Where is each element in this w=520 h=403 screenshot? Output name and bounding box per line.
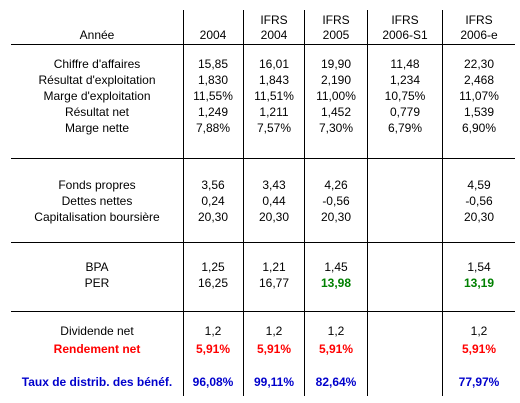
row-label: Capitalisation boursière [34,210,160,224]
column-divider [304,10,305,396]
table-cell: 1,234 [389,73,421,87]
row-label: Résultat d'exploitation [38,73,156,87]
table-cell: 7,88% [195,121,231,135]
table-cell: 20,30 [463,210,495,224]
table-cell: 0,779 [389,105,421,119]
table-cell: 20,30 [320,210,352,224]
table-cell: 82,64% [315,375,357,389]
table-cell: 11,00% [316,89,356,103]
row-label: Dettes nettes [61,194,133,208]
table-cell: 11,55% [193,89,233,103]
row-label-rendement: Rendement net [53,342,141,356]
table-cell: 1,54 [467,260,491,274]
table-cell: 0,44 [262,194,286,208]
column-divider [243,10,244,396]
column-divider [442,10,443,396]
table-cell: 1,45 [324,260,348,274]
table-cell: 1,2 [470,324,488,338]
table-cell: 20,30 [258,210,290,224]
table-cell: 3,43 [262,178,286,192]
header-year-2004-ifrs: 2004 [260,28,288,42]
table-cell: 3,56 [201,178,225,192]
table-cell: 20,30 [197,210,229,224]
header-year-2006-e: 2006-e [460,28,498,42]
row-divider [11,311,515,312]
header-top-ifrs-2006-s1: IFRS [391,13,419,27]
table-cell: 0,24 [201,194,225,208]
row-divider [11,44,515,45]
header-year-2005: 2005 [322,28,350,42]
table-cell: 11,48 [390,57,420,71]
table-cell: 16,25 [197,276,229,290]
row-label-taux-distribution: Taux de distrib. des bénéf. [21,375,173,389]
row-label: BPA [85,260,109,274]
table-cell: 4,59 [467,178,491,192]
row-divider [11,242,515,243]
table-cell: 99,11% [253,375,295,389]
table-cell-highlight: 13,98 [320,276,352,290]
table-cell: 1,21 [262,260,286,274]
table-cell: 2,190 [320,73,352,87]
table-cell: 2,468 [463,73,495,87]
row-divider [11,158,515,159]
table-cell: 22,30 [463,57,495,71]
table-cell-highlight: 13,19 [463,276,495,290]
row-label: Fonds propres [58,178,136,192]
table-cell: 5,91% [318,342,354,356]
table-cell: 6,90% [461,121,497,135]
table-cell: 7,30% [318,121,354,135]
table-cell: 19,90 [320,57,352,71]
table-cell: 16,77 [258,276,290,290]
table-cell: 1,843 [258,73,290,87]
table-cell: 11,51% [254,89,294,103]
table-cell: 1,452 [320,105,352,119]
table-cell: 1,25 [201,260,225,274]
table-cell: 6,79% [387,121,423,135]
table-cell: 1,539 [463,105,495,119]
table-cell: 5,91% [461,342,497,356]
table-cell: -0,56 [322,194,350,208]
header-year-2004: 2004 [199,28,227,42]
header-top-ifrs-2005: IFRS [322,13,350,27]
column-divider [183,10,184,396]
table-cell: 16,01 [258,57,290,71]
header-top-ifrs-2006-e: IFRS [465,13,493,27]
table-cell: 1,249 [197,105,229,119]
row-label: Marge d'exploitation [43,89,151,103]
table-cell: -0,56 [465,194,493,208]
table-cell: 4,26 [324,178,348,192]
header-top-2004 [183,13,243,28]
header-label-annee: Année [79,28,115,42]
row-label: Résultat net [64,105,130,119]
table-cell: 96,08% [192,375,234,389]
header-top-ifrs-2004: IFRS [260,13,288,27]
table-cell: 5,91% [256,342,292,356]
table-cell: 11,07% [459,89,499,103]
table-cell: 10,75% [384,89,426,103]
row-label: PER [84,276,110,290]
table-cell: 1,2 [265,324,283,338]
table-cell: 77,97% [458,375,500,389]
table-cell: 7,57% [256,121,292,135]
table-cell: 1,2 [327,324,345,338]
table-cell: 5,91% [195,342,231,356]
row-label: Dividende net [60,324,134,338]
table-cell: 1,830 [197,73,229,87]
row-label: Marge nette [64,121,130,135]
table-cell: 15,85 [197,57,229,71]
column-divider [367,10,368,396]
row-label: Chiffre d'affaires [53,57,141,71]
table-cell: 1,211 [259,105,289,119]
header-year-2006-s1: 2006-S1 [382,28,428,42]
table-cell: 1,2 [204,324,222,338]
